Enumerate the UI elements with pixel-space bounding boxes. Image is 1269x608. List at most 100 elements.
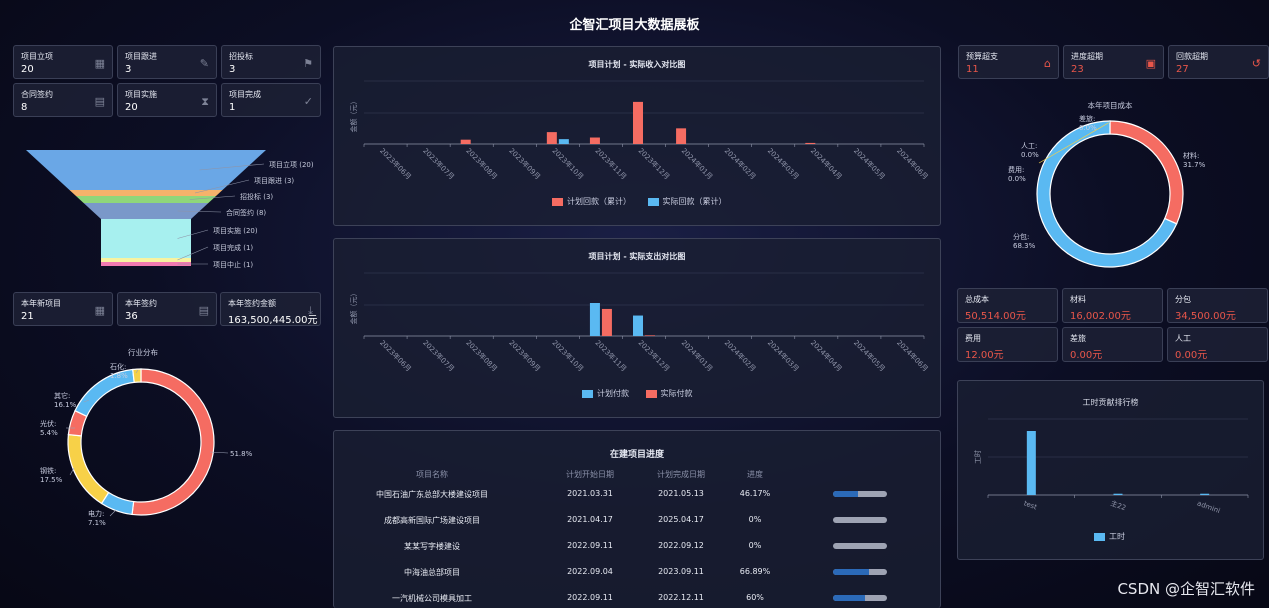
income-category-label-1: 2023年07月 [421, 146, 456, 181]
hours-category-label-0: test [1023, 499, 1039, 511]
progress-percent: 60% [746, 593, 764, 602]
contract-icon: ▤ [198, 304, 209, 317]
cost-kpi-card-1[interactable]: 材料 16,002.00元 [1062, 288, 1163, 323]
cost-kpi-card-3[interactable]: 费用 12.00元 [957, 327, 1058, 362]
funnel-layer-2 [76, 196, 216, 203]
income-category-label-5: 2023年11月 [594, 146, 629, 181]
home-icon: ⌂ [1044, 57, 1051, 70]
industry-pct-5: 1.8% [110, 372, 128, 380]
progress-fill [833, 595, 866, 601]
kpi-card-5[interactable]: 项目完成 1 ✓ [221, 83, 321, 117]
funnel-label-0: 项目立项 (20) [269, 160, 314, 169]
income-category-label-4: 2023年10月 [550, 146, 585, 181]
income-category-label-0: 2023年06月 [378, 146, 413, 181]
project-funnel-chart: 项目立项 (20) 项目跟进 (3) 招投标 (3) 合同签约 (8) 项目实施 (20… [26, 150, 314, 269]
cost-kpi-card-2[interactable]: 分包 34,500.00元 [1167, 288, 1268, 323]
progress-bar [833, 569, 887, 575]
year-kpi-card-2[interactable]: 本年签约金额 163,500,445.00元 ⤓ [220, 292, 321, 326]
kpi-card-1[interactable]: 项目跟进 3 ✎ [117, 45, 217, 79]
legend-swatch-planned-pay [582, 389, 593, 398]
progress-fill [833, 569, 870, 575]
industry-pct-0: 51.8% [230, 450, 253, 458]
kpi-value: 36 [125, 311, 138, 322]
industry-slice-5 [132, 368, 142, 384]
hours-category-label-2: admini [1196, 499, 1221, 515]
legend-swatch-hours [1094, 532, 1105, 541]
kpi-value: 0.00元 [1070, 350, 1103, 361]
funnel-leader-1 [194, 179, 250, 194]
year-kpi-card-1[interactable]: 本年签约 36 ▤ [117, 292, 217, 326]
start-date: 2022.09.11 [567, 541, 613, 550]
table-row: 成都高新国际广场建设项目 2021.04.17 2025.04.17 0% [334, 515, 940, 529]
contract-icon: ▤ [94, 95, 105, 108]
funnel-leader-4 [177, 229, 209, 239]
industry-pct-1: 7.1% [88, 519, 106, 527]
progress-percent: 66.89% [739, 567, 771, 576]
risk-kpi-card-1[interactable]: 进度超期 23 ▣ [1063, 45, 1164, 79]
kpi-card-3[interactable]: 合同签约 8 ▤ [13, 83, 113, 117]
cost-kpi-card-5[interactable]: 人工 0.00元 [1167, 327, 1268, 362]
expense-category-label-11: 2024年05月 [852, 338, 887, 373]
progress-bar [833, 595, 887, 601]
income-category-label-10: 2024年04月 [809, 146, 844, 181]
progress-title: 在建项目进度 [609, 450, 664, 460]
legend-planned-income: 计划回款（累计） [567, 197, 631, 206]
risk-kpi-card-0[interactable]: 预算超支 11 ⌂ [958, 45, 1059, 79]
kpi-label: 材料 [1070, 295, 1086, 304]
income-bar-0-5 [589, 137, 600, 144]
hours-chart-title: 工时贡献排行榜 [1082, 398, 1139, 407]
year-kpi-card-0[interactable]: 本年新项目 21 ▦ [13, 292, 113, 326]
kpi-label: 人工 [1175, 334, 1191, 343]
income-bar-0-7 [676, 128, 687, 144]
hours-bar-chart: 工时 test 主22 admini [973, 418, 1249, 515]
calendar-icon: ▣ [1145, 57, 1156, 70]
cost-donut-chart: 本年项目成本材料:31.7%分包:68.3%费用:0.0%人工:0.0%差旅:0… [1008, 100, 1206, 268]
grid-icon: ▦ [94, 304, 105, 317]
end-date: 2022.12.11 [658, 593, 704, 602]
industry-leader-4 [83, 399, 90, 403]
expense-category-label-0: 2023年06月 [378, 338, 413, 373]
kpi-value: 50,514.00元 [965, 311, 1026, 322]
kpi-label: 项目实施 [125, 90, 157, 99]
legend-swatch-actual [647, 197, 659, 206]
income-bar-1-4 [558, 139, 569, 144]
cost-kpi-card-4[interactable]: 差旅 0.00元 [1062, 327, 1163, 362]
refund-icon: ↺ [1251, 57, 1261, 70]
kpi-label: 合同签约 [21, 90, 53, 99]
expense-category-label-2: 2023年08月 [464, 338, 499, 373]
income-bar-0-10 [805, 142, 816, 144]
kpi-label: 回款超期 [1176, 52, 1208, 61]
kpi-card-0[interactable]: 项目立项 20 ▦ [13, 45, 113, 79]
industry-slice-0 [131, 368, 215, 516]
income-bar-0-2 [460, 139, 471, 144]
kpi-card-4[interactable]: 项目实施 20 ⧗ [117, 83, 217, 117]
kpi-label: 分包 [1175, 295, 1191, 304]
kpi-label: 本年新项目 [21, 299, 61, 308]
watermark: CSDN @企智汇软件 [1117, 580, 1255, 598]
cost-slice-1 [1036, 120, 1178, 268]
progress-table-panel: 在建项目进度 项目名称 计划开始日期 计划完成日期 进度 中国石油广东总部大楼建… [333, 430, 941, 608]
expense-bar-0-5 [589, 303, 600, 336]
kpi-label: 本年签约 [125, 299, 157, 308]
risk-kpi-card-2[interactable]: 回款超期 27 ↺ [1168, 45, 1269, 79]
legend-actual-pay: 实际付款 [660, 389, 693, 398]
cost-leader-1 [1094, 121, 1111, 126]
income-bar-0-4 [546, 132, 557, 144]
funnel-label-1: 项目跟进 (3) [254, 177, 294, 185]
kpi-value: 34,500.00元 [1175, 311, 1236, 322]
industry-label-3: 光伏: [40, 419, 56, 428]
cost-kpi-card-0[interactable]: 总成本 50,514.00元 [957, 288, 1058, 323]
industry-label-1: 电力: [88, 509, 104, 518]
kpi-value: 27 [1176, 64, 1189, 75]
cost-pct-2: 0.0% [1008, 175, 1026, 183]
kpi-card-2[interactable]: 招投标 3 ⚑ [221, 45, 321, 79]
expense-category-label-12: 2024年06月 [895, 338, 930, 373]
expense-category-label-7: 2024年01月 [680, 338, 715, 373]
progress-bar [833, 491, 887, 497]
edit-icon: ✎ [199, 57, 209, 70]
expense-legend: 计划付款 实际付款 [582, 388, 693, 399]
kpi-label: 招投标 [229, 52, 253, 61]
funnel-label-4: 项目实施 (20) [213, 226, 258, 235]
funnel-leader-2 [189, 195, 236, 200]
progress-percent: 0% [748, 541, 762, 550]
